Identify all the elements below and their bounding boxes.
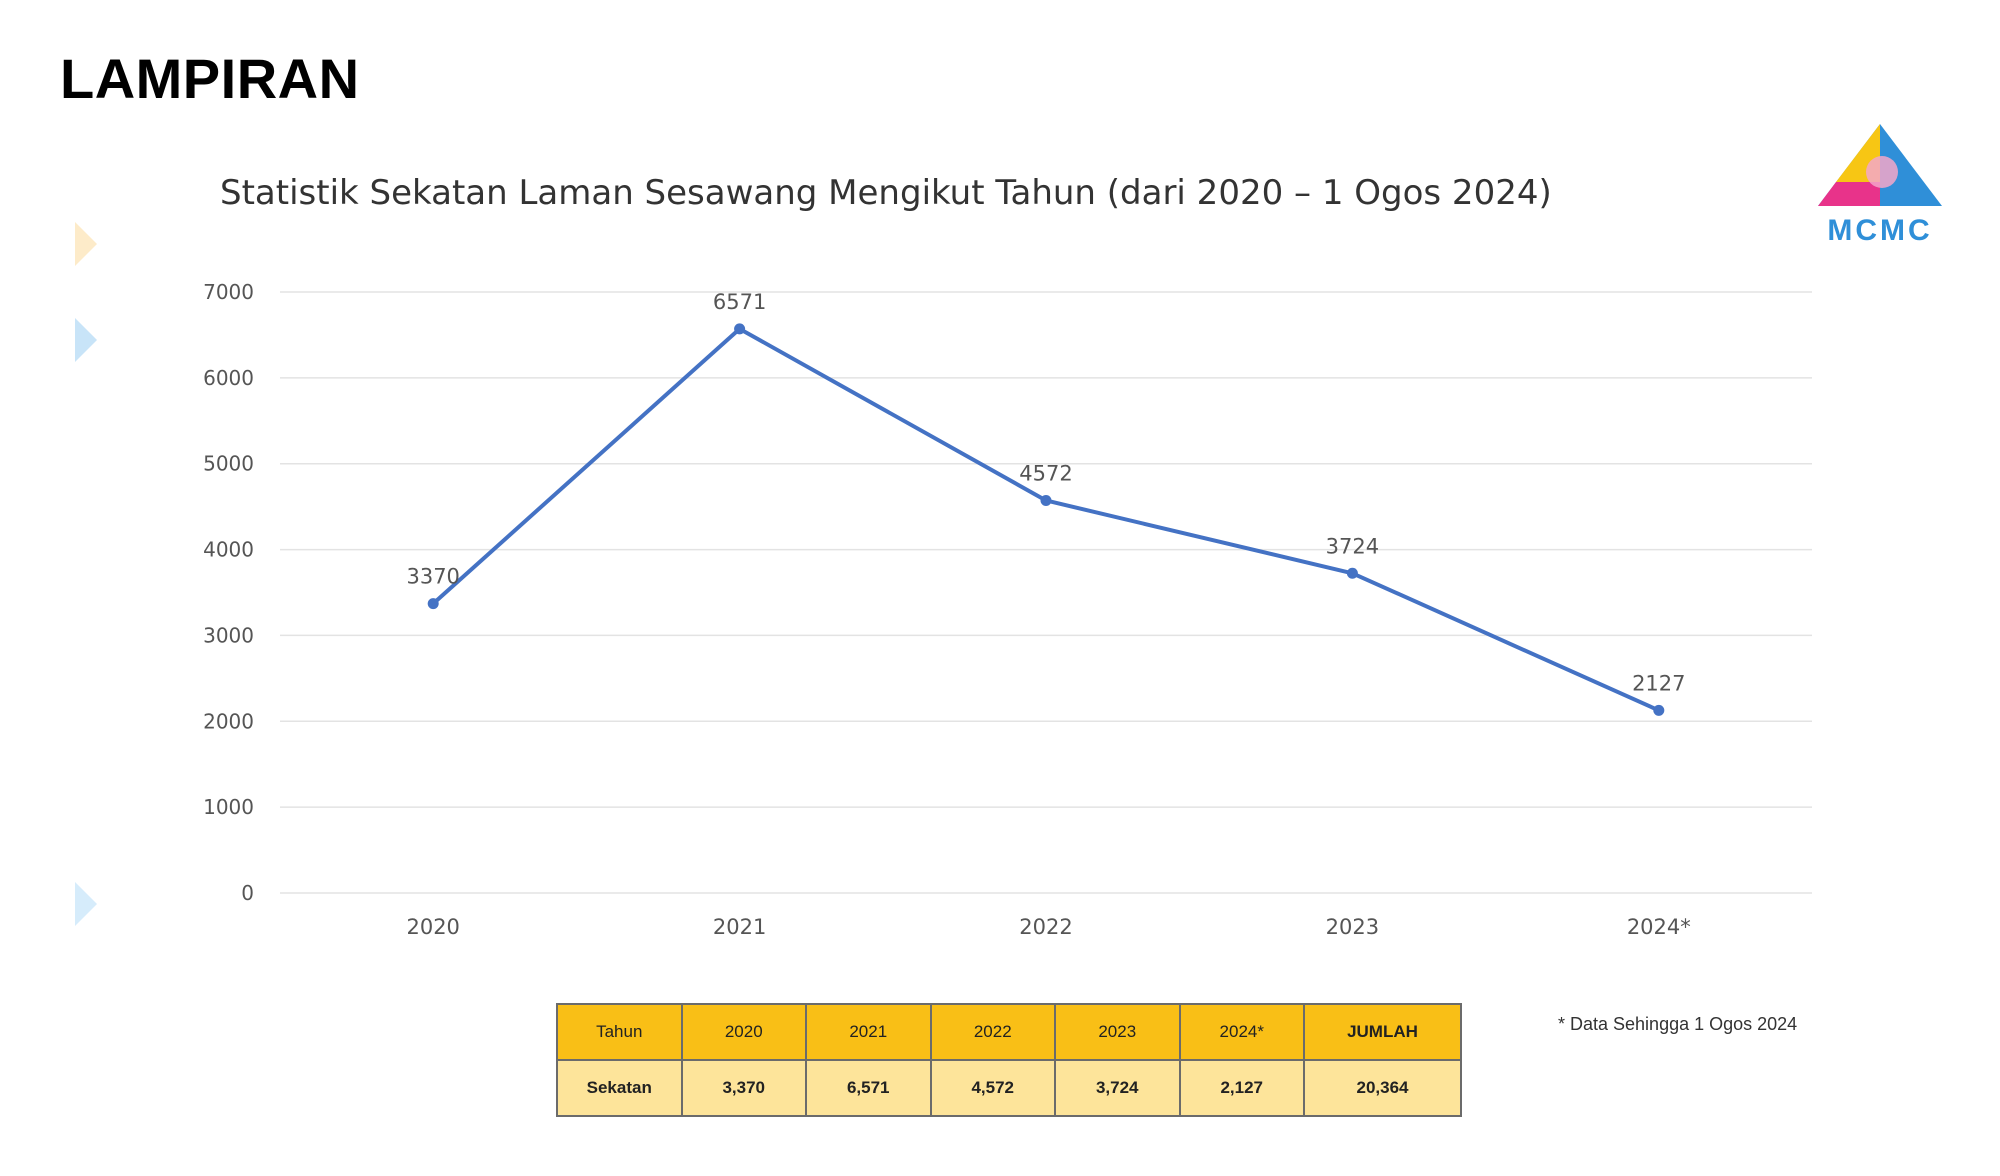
table-header-row: Tahun 2020 2021 2022 2023 2024* JUMLAH [556,1003,1462,1061]
summary-table: Tahun 2020 2021 2022 2023 2024* JUMLAH S… [556,1003,1462,1117]
table-header-cell: 2023 [1054,1003,1181,1061]
data-point [1653,704,1665,716]
table-cell: 3,370 [680,1059,807,1117]
mcmc-logo: MCMC [1818,124,1942,247]
decorative-arrow [75,318,97,362]
data-label: 3370 [406,565,459,589]
x-tick-label: 2024* [1627,915,1691,939]
decorative-arrow [75,222,97,266]
y-tick-label: 5000 [203,452,254,476]
data-label: 3724 [1326,534,1379,558]
y-tick-label: 3000 [203,623,254,647]
data-label: 4572 [1019,461,1072,485]
data-point [427,598,439,610]
table-row-label: Sekatan [556,1059,683,1117]
decorative-arrow [75,882,97,926]
table-cell: 4,572 [929,1059,1056,1117]
logo-text: MCMC [1827,214,1932,247]
chart-title: Statistik Sekatan Laman Sesawang Mengiku… [220,173,1552,213]
data-point [1040,494,1052,506]
footnote: * Data Sehingga 1 Ogos 2024 [1558,1014,1798,1034]
y-tick-label: 0 [241,881,254,905]
table-cell-total: 20,364 [1303,1059,1462,1117]
page-heading: LAMPIRAN [60,47,360,110]
table-header-cell: JUMLAH [1303,1003,1462,1061]
logo-circle [1866,156,1898,188]
y-tick-label: 4000 [203,538,254,562]
x-tick-label: 2021 [713,915,766,939]
line-chart: 0 1000 2000 3000 4000 5000 6000 7000 2020 2021 202… [203,280,1812,939]
table-header-cell: 2021 [805,1003,932,1061]
table-header-cell: 2024* [1178,1003,1305,1061]
data-label: 2127 [1632,671,1685,695]
table-header-cell: 2022 [929,1003,1056,1061]
x-tick-label: 2023 [1326,915,1379,939]
y-tick-label: 7000 [203,280,254,304]
table-cell: 2,127 [1178,1059,1305,1117]
data-point [734,323,746,335]
table-header-cell: 2020 [680,1003,807,1061]
y-tick-label: 2000 [203,709,254,733]
table-header-cell: Tahun [556,1003,683,1061]
x-tick-label: 2020 [406,915,459,939]
table-row: Sekatan 3,370 6,571 4,572 3,724 2,127 20… [556,1059,1462,1117]
logo-facet-pink [1818,182,1880,206]
y-tick-label: 6000 [203,366,254,390]
x-tick-label: 2022 [1019,915,1072,939]
table-cell: 3,724 [1054,1059,1181,1117]
series-line [431,326,1660,713]
data-label: 6571 [713,290,766,314]
data-point [1346,567,1358,579]
y-tick-label: 1000 [203,795,254,819]
table-cell: 6,571 [805,1059,932,1117]
